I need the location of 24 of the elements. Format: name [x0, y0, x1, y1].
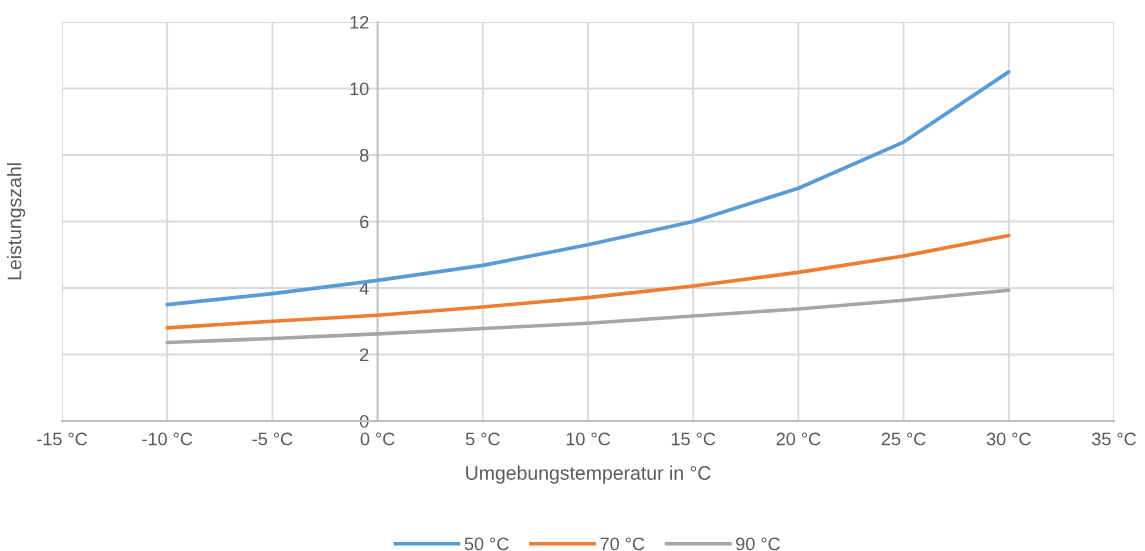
x-tick-label: -10 °C: [142, 432, 193, 446]
x-tick-label: 0 °C: [360, 432, 395, 446]
x-tick-label: 30 °C: [986, 432, 1031, 446]
x-tick-label: 25 °C: [881, 432, 926, 446]
x-tick-label: 5 °C: [465, 432, 500, 446]
y-tick-label: 12: [350, 15, 369, 29]
y-tick-label: 6: [360, 215, 369, 229]
y-axis-title: Leistungszahl: [7, 163, 26, 280]
x-tick-label: -15 °C: [37, 432, 87, 446]
x-tick-label: 15 °C: [671, 432, 716, 446]
legend-label: 70 °C: [600, 537, 645, 551]
y-tick-label: 10: [350, 82, 369, 96]
x-tick-label: 35 °C: [1092, 432, 1136, 446]
x-axis-title: Umgebungstemperatur in °C: [466, 465, 711, 484]
y-tick-label: 4: [359, 282, 369, 295]
legend-label: 90 °C: [736, 537, 780, 551]
x-tick-label: 10 °C: [566, 432, 610, 446]
line-series: [165, 70, 1011, 307]
x-tick-label: 20 °C: [776, 432, 821, 446]
line-series: [165, 233, 1011, 330]
y-tick-label: 8: [360, 148, 369, 162]
legend-label: 50 °C: [464, 537, 509, 551]
x-tick-label: -5 °C: [252, 432, 293, 446]
y-tick-label: 2: [360, 348, 369, 362]
